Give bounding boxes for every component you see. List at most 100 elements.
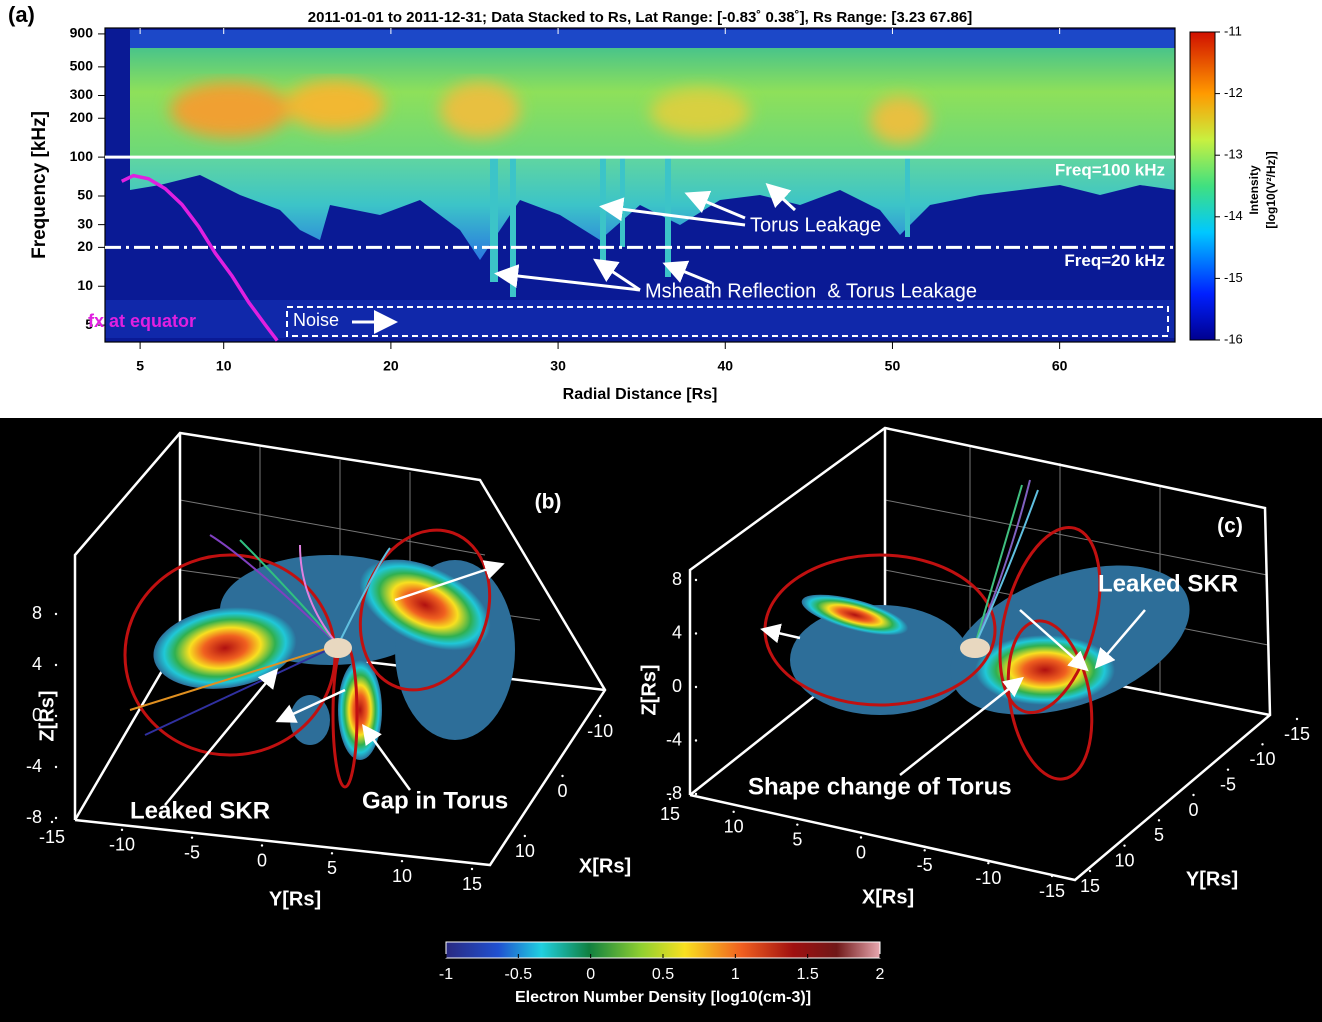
axis-tick-label: 10: [515, 841, 535, 861]
axis-label: Y[Rs]: [269, 888, 321, 910]
axis-tick-label: -10: [109, 835, 135, 855]
axis-tick: [55, 766, 57, 768]
axis-tick-label: 4: [32, 654, 42, 674]
x-tick-label: 40: [717, 358, 733, 374]
axis-tick: [55, 817, 57, 819]
axis-tick-label: -8: [666, 783, 682, 803]
annotation: Leaked SKR: [130, 797, 270, 824]
axis-tick-label: -10: [587, 721, 613, 741]
axis-tick-label: -4: [666, 729, 682, 749]
figure: (a) 2011-01-01 to 2011-12-31; Data Stacke…: [0, 0, 1322, 1022]
annotation: Leaked SKR: [1098, 570, 1238, 597]
x-tick-label: 5: [136, 358, 144, 374]
axis-tick: [191, 836, 193, 838]
axis-tick: [51, 821, 53, 823]
axis-tick: [1261, 743, 1263, 745]
colorbar-tick-label: -12: [1224, 85, 1243, 100]
axis-tick: [669, 798, 671, 800]
reference-label: Freq=20 kHz: [1064, 251, 1165, 270]
colorbar-tick-label: -16: [1224, 331, 1243, 346]
axis-tick-label: 15: [1080, 876, 1100, 896]
axis-tick: [1227, 768, 1229, 770]
axis-tick-label: 8: [32, 603, 42, 623]
chart-title: 2011-01-01 to 2011-12-31; Data Stacked t…: [308, 9, 972, 26]
y-tick-label: 30: [77, 215, 93, 231]
axis-tick: [732, 811, 734, 813]
colorbar-label: Electron Number Density [log10(cm-3)]: [515, 989, 811, 1006]
axis-label: Z[Rs]: [638, 664, 660, 715]
reference-label: Freq=100 kHz: [1055, 161, 1165, 180]
axis-tick-label: 0: [672, 676, 682, 696]
panel-label: (b): [535, 491, 562, 514]
colorbar: [1190, 32, 1215, 340]
page: {"chart_data":[ {"type":"heatmap","panel…: [0, 0, 1322, 1022]
axis-label: X[Rs]: [862, 886, 914, 908]
axis-tick: [55, 664, 57, 666]
x-tick-label: 60: [1052, 358, 1068, 374]
axis-tick-label: 0: [557, 781, 567, 801]
colorbar-tick-label: 1.5: [797, 966, 819, 983]
panel-label: (a): [8, 2, 35, 27]
axis-tick: [695, 739, 697, 741]
axis-tick-label: 15: [462, 874, 482, 894]
annotation: Torus Leakage: [750, 214, 881, 236]
colorbar-tick-label: 0.5: [652, 966, 674, 983]
x-tick-label: 20: [383, 358, 399, 374]
axis-tick-label: 0: [1188, 800, 1198, 820]
spectrogram: [105, 28, 1175, 342]
axis-tick: [121, 829, 123, 831]
axis-tick: [55, 613, 57, 615]
annotation: Msheath Reflection & Torus Leakage: [645, 280, 977, 302]
axis-tick: [1051, 875, 1053, 877]
y-tick-label: 200: [70, 109, 94, 125]
axis-label: Y[Rs]: [1186, 868, 1238, 890]
axis-label: X[Rs]: [579, 855, 631, 877]
axis-tick-label: -15: [1284, 724, 1310, 744]
y-tick-label: 10: [77, 277, 93, 293]
colorbar-tick-label: -1: [439, 966, 453, 983]
axis-label: Z[Rs]: [36, 690, 58, 741]
y-tick-label: 50: [77, 187, 93, 203]
axis-tick-label: -8: [26, 807, 42, 827]
axis-tick: [695, 632, 697, 634]
colorbar-label: Intensity: [1247, 165, 1261, 215]
annotation: Noise: [293, 310, 339, 330]
annotation: Shape change of Torus: [748, 773, 1012, 800]
x-tick-label: 10: [216, 358, 232, 374]
axis-tick: [1296, 718, 1298, 720]
axis-tick: [1123, 844, 1125, 846]
axis-tick-label: 10: [724, 817, 744, 837]
axis-tick: [923, 849, 925, 851]
axis-tick: [695, 686, 697, 688]
axis-tick: [261, 844, 263, 846]
axis-tick-label: -10: [975, 868, 1001, 888]
axis-tick-label: 10: [392, 866, 412, 886]
axis-tick-label: -4: [26, 756, 42, 776]
y-tick-label: 900: [70, 25, 94, 41]
axis-tick-label: 5: [327, 858, 337, 878]
y-tick-label: 20: [77, 238, 93, 254]
axis-tick: [331, 852, 333, 854]
axis-tick-label: -5: [184, 842, 200, 862]
axis-tick: [471, 868, 473, 870]
colorbar-tick-label: -15: [1224, 270, 1243, 285]
axis-tick-label: 5: [792, 829, 802, 849]
axis-tick: [561, 775, 563, 777]
axis-tick: [1192, 794, 1194, 796]
panel-label: (c): [1217, 515, 1243, 538]
x-axis-label: Radial Distance [Rs]: [563, 386, 718, 403]
axis-tick-label: 5: [1154, 825, 1164, 845]
y-axis-label: Frequency [kHz]: [29, 111, 50, 259]
axis-tick-label: -5: [1220, 774, 1236, 794]
axis-tick: [524, 835, 526, 837]
axis-tick: [599, 715, 601, 717]
axis-tick-label: -10: [1249, 749, 1275, 769]
axis-tick: [695, 793, 697, 795]
y-tick-label: 100: [70, 148, 94, 164]
colorbar-tick-label: -14: [1224, 208, 1243, 223]
x-tick-label: 50: [885, 358, 901, 374]
axis-tick: [695, 579, 697, 581]
axis-tick-label: 8: [672, 569, 682, 589]
axis-tick: [987, 862, 989, 864]
axis-tick-label: 4: [672, 622, 682, 642]
